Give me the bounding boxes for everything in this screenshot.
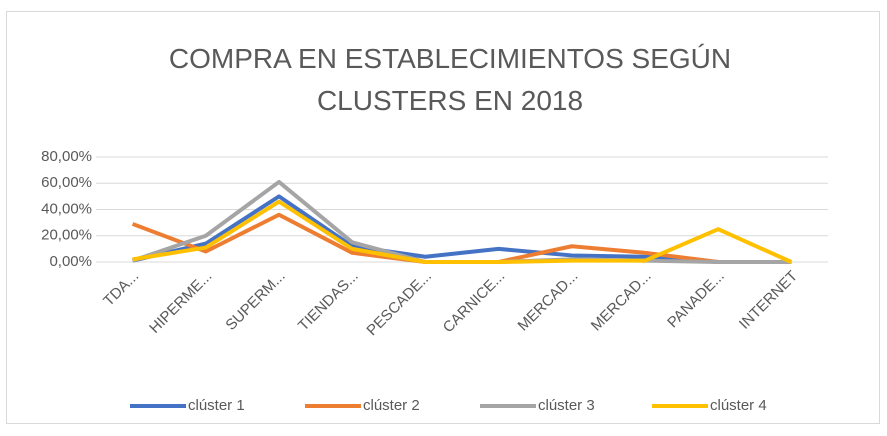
- legend-label: clúster 3: [538, 397, 595, 414]
- y-tick-label: 40,00%: [41, 200, 92, 217]
- legend-label: clúster 1: [188, 397, 245, 414]
- y-tick-label: 0,00%: [49, 253, 92, 270]
- legend-label: clúster 4: [710, 397, 767, 414]
- y-tick-label: 80,00%: [41, 148, 92, 165]
- chart-title: COMPRA EN ESTABLECIMIENTOS SEGÚN CLUSTER…: [168, 43, 732, 116]
- legend-label: clúster 2: [363, 397, 420, 414]
- y-tick-label: 20,00%: [41, 227, 92, 244]
- chart-frame: [6, 11, 880, 424]
- y-tick-label: 60,00%: [41, 174, 92, 191]
- series-line: [132, 199, 793, 264]
